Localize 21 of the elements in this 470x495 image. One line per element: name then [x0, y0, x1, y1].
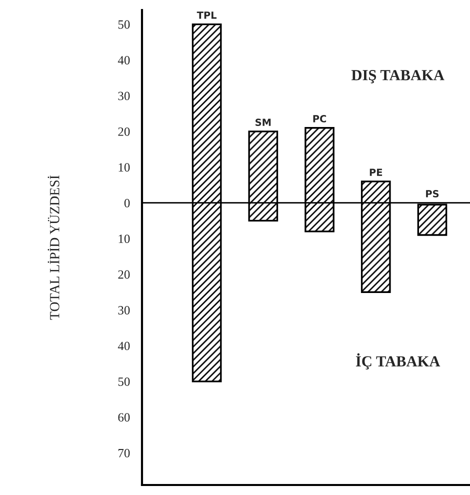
annotation: İÇ TABAKA	[356, 353, 440, 370]
y-tick-label: 0	[124, 198, 130, 208]
annotation: DIŞ TABAKA	[351, 70, 444, 84]
y-tick-label: 10	[118, 234, 130, 244]
y-tick-label: 40	[118, 56, 130, 64]
y-tick-label: 60	[118, 413, 130, 422]
x-tick-label: PE	[370, 168, 382, 176]
y-tick-label: 70	[118, 448, 130, 458]
x-tick-label: PS	[426, 190, 439, 198]
y-tick-label: 10	[118, 163, 130, 172]
x-tick-label: PC	[313, 115, 326, 122]
y-axis-title: TOTAL LİPİD YÜZDESİ	[48, 176, 60, 320]
x-tick-label: TPL	[196, 12, 217, 19]
y-tick-label: 30	[118, 92, 130, 100]
y-tick-label: 50	[118, 20, 130, 29]
x-tick-label: SM	[256, 118, 271, 126]
y-tick-label: 30	[118, 306, 130, 314]
y-tick-label: 50	[118, 377, 130, 386]
y-tick-label: 40	[118, 342, 130, 350]
y-tick-label: 20	[118, 127, 130, 136]
y-tick-label: 20	[118, 270, 130, 279]
